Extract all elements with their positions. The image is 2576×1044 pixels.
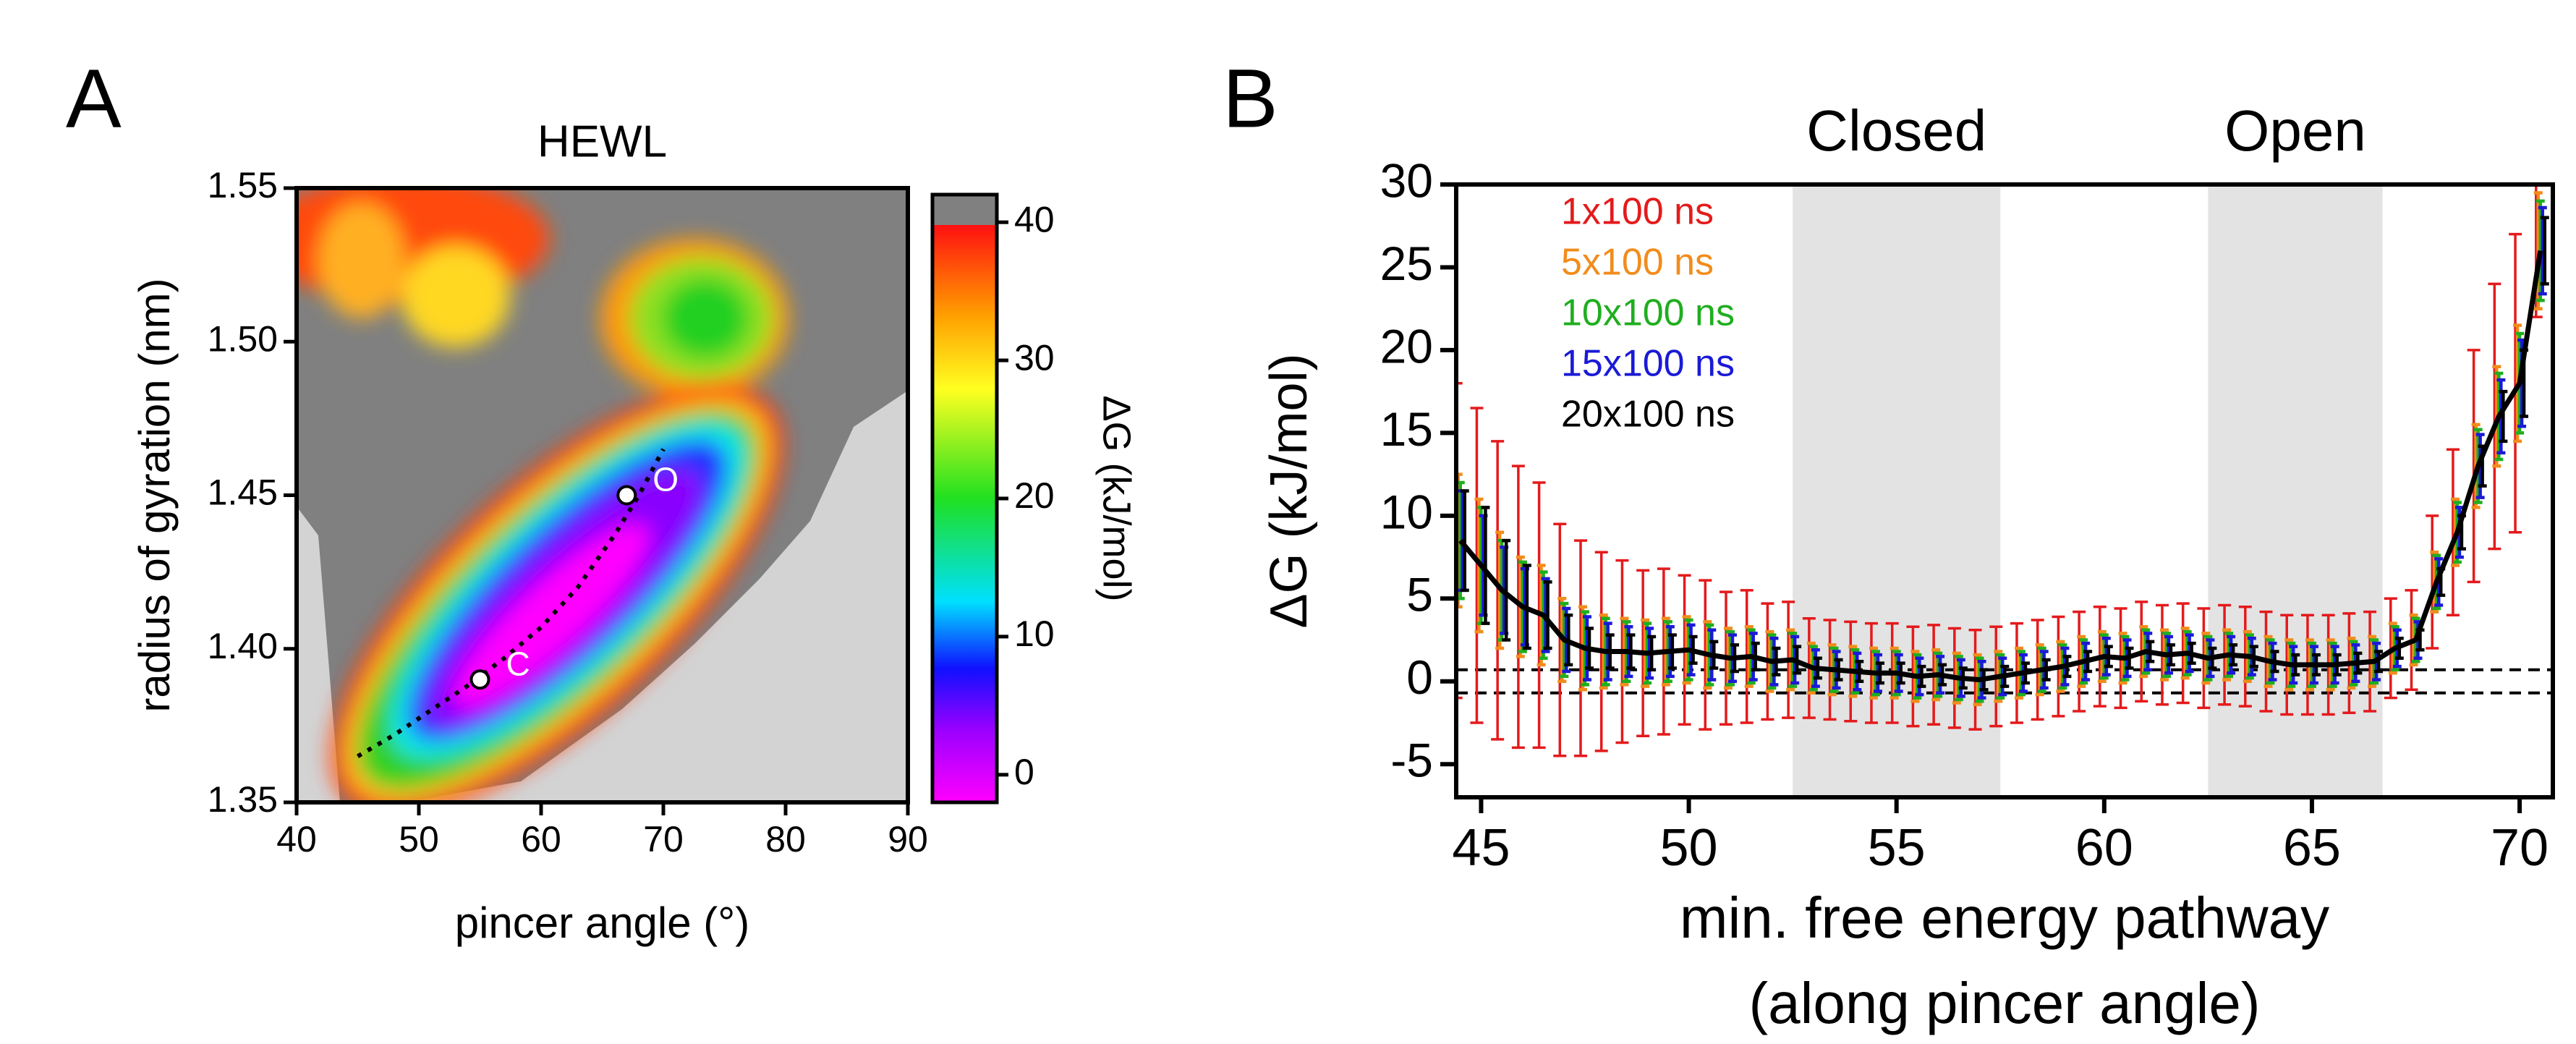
- error-bar: [1470, 407, 1484, 724]
- error-bar: [2467, 349, 2481, 584]
- line: [1458, 250, 2543, 682]
- y-tick-label: 20: [1380, 319, 1433, 373]
- region-label: Closed: [1806, 98, 1986, 163]
- chart-title: HEWL: [537, 116, 667, 166]
- state-point: [616, 485, 637, 506]
- colorbar-tick-label: 20: [1014, 475, 1055, 516]
- legend-entry: 10x100 ns: [1561, 292, 1735, 334]
- x-axis-label: (along pincer angle): [1748, 971, 2260, 1035]
- x-tick-label: 70: [2491, 819, 2549, 877]
- colorbar-tick-label: 40: [1014, 199, 1055, 239]
- x-tick-label: 55: [1868, 819, 1926, 877]
- error-bar: [1543, 580, 1552, 650]
- colorbar: [930, 192, 999, 805]
- x-tick-label: 60: [2075, 819, 2133, 877]
- x-tick-label: 50: [1660, 819, 1718, 877]
- x-tick-label: 40: [276, 819, 317, 860]
- x-axis-label: pincer angle (°): [455, 899, 750, 947]
- colorbar-tick-label: 0: [1014, 752, 1034, 792]
- error-bar: [2446, 448, 2460, 616]
- panel-letter: B: [1223, 52, 1278, 145]
- error-bar: [2540, 216, 2549, 286]
- y-axis-label: ΔG (kJ/mol): [1260, 353, 1318, 628]
- legend-entry: 20x100 ns: [1561, 394, 1735, 436]
- error-bar: [1502, 538, 1511, 642]
- y-tick-label: 15: [1380, 402, 1433, 456]
- error-bar: [1460, 489, 1469, 593]
- colorbar-label: ΔG (kJ/mol): [1095, 395, 1139, 601]
- y-tick-label: 0: [1406, 650, 1433, 704]
- y-axis-label: radius of gyration (nm): [130, 278, 179, 712]
- x-tick-label: 80: [765, 819, 806, 860]
- y-tick-label: 1.45: [208, 472, 278, 513]
- error-bar: [1491, 440, 1505, 741]
- y-tick-label: 1.55: [208, 165, 278, 205]
- x-tick-label: 90: [888, 819, 928, 860]
- state-label: C: [506, 645, 530, 682]
- error-bar: [2488, 282, 2501, 551]
- y-tick-label: 10: [1380, 485, 1433, 538]
- y-tick-label: 5: [1406, 568, 1433, 621]
- x-axis-label: min. free energy pathway: [1680, 886, 2329, 950]
- series: [1456, 184, 2549, 757]
- pathway: [356, 448, 666, 758]
- region-label: Open: [2224, 98, 2366, 163]
- x-tick-label: 60: [521, 819, 561, 860]
- error-bar: [2499, 389, 2508, 444]
- y-tick-label: 1.35: [208, 779, 278, 820]
- state-label: O: [652, 461, 679, 498]
- plot-frame: [1454, 182, 2555, 799]
- error-bar: [1481, 506, 1490, 625]
- legend-entry: 5x100 ns: [1561, 242, 1714, 284]
- x-tick-label: 70: [643, 819, 684, 860]
- error-bar: [2509, 232, 2522, 534]
- heatmap: [297, 188, 908, 802]
- x-tick-label: 65: [2283, 819, 2341, 877]
- colorbar-tick-label: 30: [1014, 337, 1055, 378]
- y-tick-label: 1.40: [208, 626, 278, 666]
- y-tick-label: 1.50: [208, 318, 278, 359]
- legend-entry: 15x100 ns: [1561, 343, 1735, 385]
- shaded-region: [2208, 184, 2383, 797]
- panel-letter: A: [66, 52, 122, 145]
- error-bar: [1553, 522, 1567, 757]
- legend-entry: 1x100 ns: [1561, 191, 1714, 233]
- y-tick-label: -5: [1390, 734, 1433, 787]
- error-bar: [1456, 381, 1463, 700]
- shaded-region: [1793, 184, 2001, 797]
- error-bar: [2538, 205, 2547, 296]
- error-bar: [2426, 514, 2439, 650]
- y-tick-label: 25: [1380, 237, 1433, 290]
- error-bar: [1511, 464, 1525, 750]
- x-tick-label: 45: [1452, 819, 1510, 877]
- x-tick-label: 50: [399, 819, 439, 860]
- colorbar-tick-label: 10: [1014, 614, 1055, 654]
- state-point: [469, 669, 490, 690]
- y-tick-label: 30: [1380, 153, 1433, 207]
